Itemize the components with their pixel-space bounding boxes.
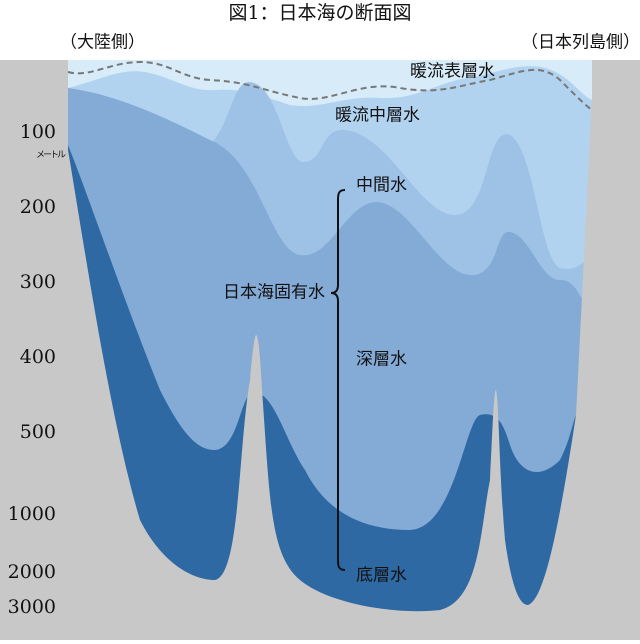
layer-label: 暖流表層水: [410, 62, 495, 82]
axis-label: 1000: [8, 503, 56, 525]
axis-unit: メートル: [36, 151, 66, 161]
axis-label: 3000: [8, 596, 56, 618]
axis-label: 400: [20, 346, 56, 368]
boundary-dashed: [67, 60, 593, 111]
axis-label: 500: [20, 421, 56, 443]
left-label: （大陸側）: [60, 33, 145, 53]
bracket: [330, 189, 346, 571]
layer-label: 底層水: [356, 566, 407, 586]
layer-bottom: [68, 145, 576, 640]
layer-label: 深層水: [356, 350, 407, 370]
axis-label: 300: [20, 271, 56, 293]
axis-label: 200: [20, 196, 56, 218]
seabed: [0, 60, 640, 640]
layer-label: 暖流中層水: [335, 106, 420, 126]
axis-label: 2000: [8, 561, 56, 583]
layer-label: 中間水: [356, 176, 407, 196]
right-label: （日本列島側）: [521, 33, 640, 53]
bracket-label: 日本海固有水: [223, 283, 325, 303]
title: 図1：日本海の断面図: [228, 2, 411, 24]
axis-label: 100: [20, 121, 56, 143]
